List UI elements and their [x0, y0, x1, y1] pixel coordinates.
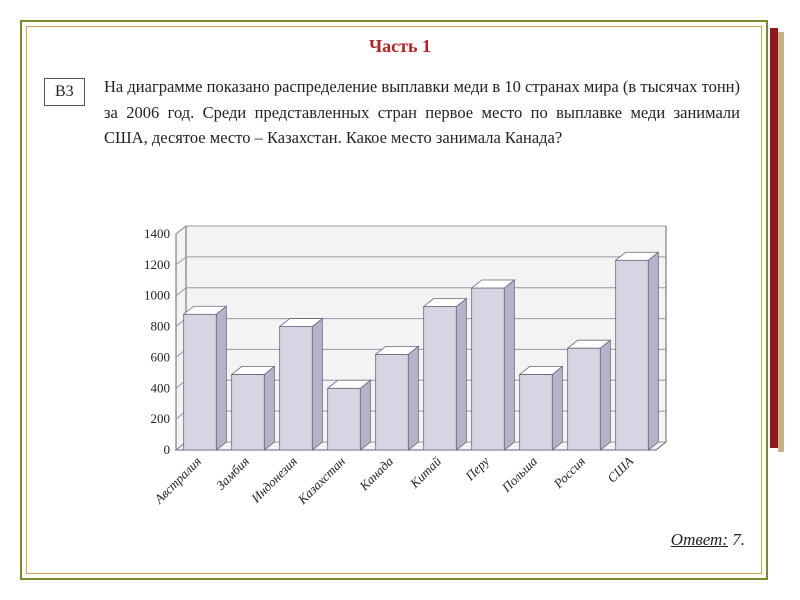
svg-text:Замбия: Замбия [213, 454, 252, 493]
svg-text:1000: 1000 [144, 288, 170, 303]
svg-text:600: 600 [151, 349, 171, 364]
page-title: Часть 1 [0, 36, 800, 57]
accent-bar-dark [770, 28, 778, 448]
question-text: На диаграмме показано распределение выпл… [104, 74, 740, 151]
svg-text:0: 0 [164, 442, 171, 457]
answer-value: 7. [732, 530, 745, 549]
svg-text:Россия: Россия [550, 454, 588, 492]
svg-text:200: 200 [151, 411, 171, 426]
svg-text:Индонезия: Индонезия [247, 454, 300, 507]
svg-text:Польша: Польша [498, 453, 540, 495]
svg-text:США: США [604, 453, 636, 485]
question-code-badge: В3 [44, 78, 85, 106]
svg-text:Перу: Перу [462, 453, 493, 484]
svg-text:Китай: Китай [406, 453, 444, 491]
svg-text:1400: 1400 [144, 226, 170, 241]
svg-text:800: 800 [151, 319, 171, 334]
svg-text:400: 400 [151, 380, 171, 395]
svg-text:Канада: Канада [356, 453, 397, 494]
svg-text:Австралия: Австралия [151, 454, 205, 508]
answer-label: Ответ: [671, 530, 728, 549]
svg-text:1200: 1200 [144, 257, 170, 272]
bar-chart: 0 200 400 600 800 1000 1200 1400 АвстралияЗамбия… [120, 220, 680, 520]
accent-bar-light [778, 32, 784, 452]
answer-line: Ответ: 7. [671, 530, 745, 550]
svg-text:Казахстан: Казахстан [294, 454, 348, 508]
